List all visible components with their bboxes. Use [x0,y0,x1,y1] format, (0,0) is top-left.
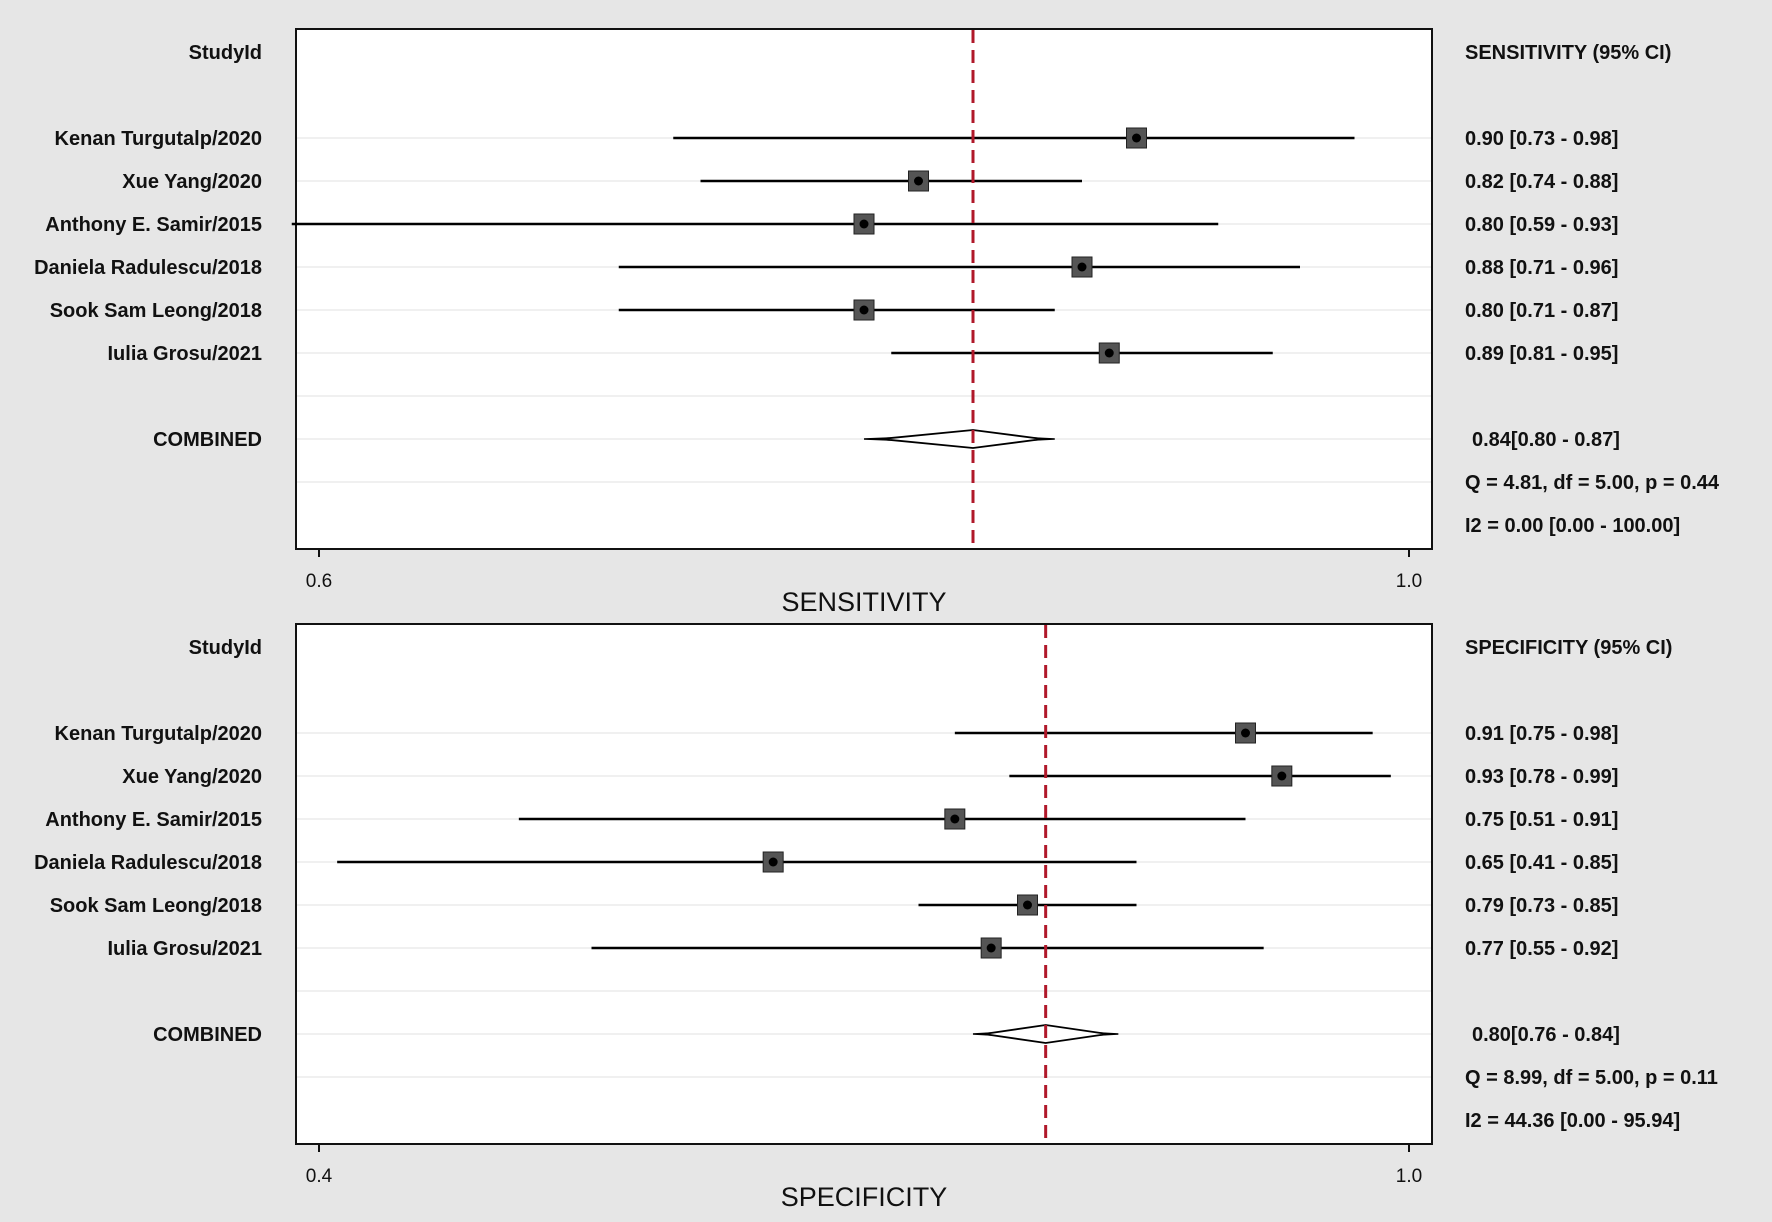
x-axis-title: SPECIFICITY [781,1182,948,1212]
estimate-dot [859,305,869,315]
combined-estimate-label: 0.80[0.76 - 0.84] [1472,1024,1620,1046]
study-name: Sook Sam Leong/2018 [50,895,262,917]
combined-label: COMBINED [153,429,262,451]
column-header-estimate: SPECIFICITY (95% CI) [1465,637,1672,659]
x-axis-title: SENSITIVITY [781,587,946,617]
estimate-label: 0.80 [0.59 - 0.93] [1465,214,1618,236]
estimate-label: 0.88 [0.71 - 0.96] [1465,257,1618,279]
estimate-label: 0.82 [0.74 - 0.88] [1465,171,1618,193]
study-name: Iulia Grosu/2021 [107,938,262,960]
study-name: Daniela Radulescu/2018 [34,852,262,874]
study-name: Anthony E. Samir/2015 [45,214,262,236]
column-header-estimate: SENSITIVITY (95% CI) [1465,42,1671,64]
study-name: Iulia Grosu/2021 [107,343,262,365]
estimate-label: 0.93 [0.78 - 0.99] [1465,766,1618,788]
x-tick-label: 0.6 [306,571,332,592]
column-header-study: StudyId [189,42,262,64]
study-name: Anthony E. Samir/2015 [45,809,262,831]
study-name: Xue Yang/2020 [122,171,262,193]
study-name: Daniela Radulescu/2018 [34,257,262,279]
heterogeneity-q: Q = 8.99, df = 5.00, p = 0.11 [1465,1067,1718,1089]
estimate-dot [1277,771,1287,781]
forest-panel-1: StudyId SENSITIVITY (95% CI) Kenan Turguta… [34,28,1720,617]
estimate-label: 0.89 [0.81 - 0.95] [1465,343,1618,365]
estimate-dot [1132,133,1141,143]
column-header-study: StudyId [189,637,262,659]
estimate-dot [914,176,923,186]
heterogeneity-i2: I2 = 0.00 [0.00 - 100.00] [1465,515,1680,537]
study-name: Sook Sam Leong/2018 [50,300,262,322]
estimate-dot [986,943,996,953]
study-name: Kenan Turgutalp/2020 [55,128,262,150]
forest-panel-2: StudyId SPECIFICITY (95% CI) Kenan Turguta… [34,623,1718,1212]
x-tick-label: 1.0 [1396,571,1422,592]
estimate-label: 0.90 [0.73 - 0.98] [1465,128,1618,150]
plot-area [295,28,1433,550]
combined-diamond [880,429,1043,449]
heterogeneity-q: Q = 4.81, df = 5.00, p = 0.44 [1465,472,1720,494]
study-name: Xue Yang/2020 [122,766,262,788]
estimate-label: 0.91 [0.75 - 0.98] [1465,723,1618,745]
x-tick-label: 1.0 [1396,1166,1422,1187]
estimate-dot [768,857,778,867]
combined-estimate-label: 0.84[0.80 - 0.87] [1472,429,1620,451]
heterogeneity-i2: I2 = 44.36 [0.00 - 95.94] [1465,1110,1680,1132]
estimate-label: 0.75 [0.51 - 0.91] [1465,809,1618,831]
estimate-dot [859,219,869,229]
x-tick-label: 0.4 [306,1166,333,1187]
estimate-dot [1077,262,1087,272]
estimate-dot [1023,900,1032,910]
estimate-dot [1104,348,1114,358]
estimate-dot [950,814,960,824]
estimate-label: 0.79 [0.73 - 0.85] [1465,895,1618,917]
combined-label: COMBINED [153,1024,262,1046]
estimate-label: 0.77 [0.55 - 0.92] [1465,938,1618,960]
study-name: Kenan Turgutalp/2020 [55,723,262,745]
estimate-dot [1241,728,1250,738]
plot-area [295,623,1433,1145]
estimate-label: 0.65 [0.41 - 0.85] [1465,852,1618,874]
estimate-label: 0.80 [0.71 - 0.87] [1465,300,1618,322]
